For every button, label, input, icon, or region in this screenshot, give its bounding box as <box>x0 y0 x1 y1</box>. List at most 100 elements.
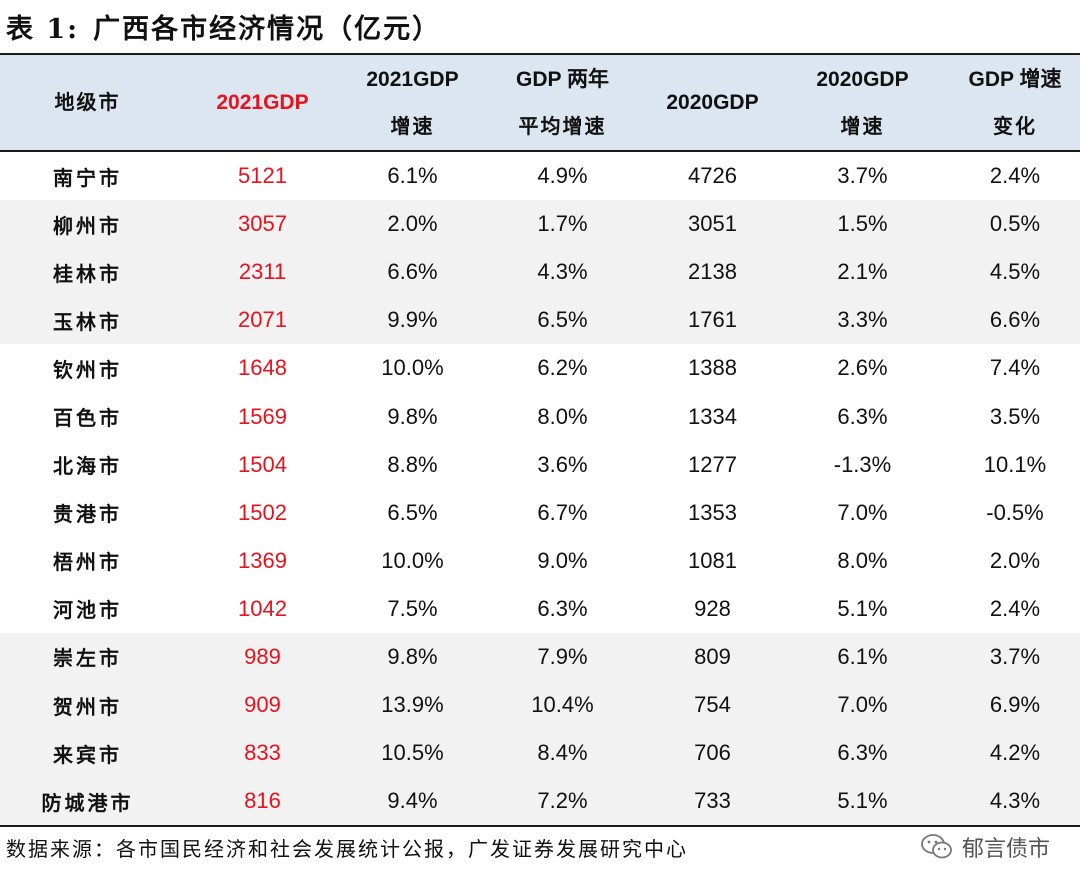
cell-change: 4.5% <box>989 259 1041 285</box>
cell-gdp2021: 909 <box>244 692 281 718</box>
cell-growth2021: 6.5% <box>387 499 438 525</box>
cell-city: 桂林市 <box>53 261 122 286</box>
col-header-change: GDP 增速 变化 <box>950 55 1080 150</box>
table-row: 百色市 1569 9.8% 8.0% 1334 6.3% 3.5% <box>0 392 1080 440</box>
cell-avg2y: 6.3% <box>537 595 588 621</box>
cell-gdp2021: 1569 <box>238 403 287 429</box>
cell-growth2021: 7.5% <box>387 595 438 621</box>
cell-gdp2021: 1504 <box>238 451 287 477</box>
cell-avg2y: 6.7% <box>537 499 588 525</box>
cell-growth2020: 5.1% <box>837 788 888 814</box>
cell-growth2021: 6.6% <box>387 259 438 285</box>
col-header-gdp2020-text: 2020GDP <box>666 91 759 114</box>
col-header-growth2021-line1: 2021GDP <box>366 67 459 91</box>
col-header-avg2y: GDP 两年 平均增速 <box>475 55 650 150</box>
cell-gdp2021: 5121 <box>238 163 287 189</box>
cell-gdp2020: 1353 <box>688 499 737 525</box>
cell-gdp2020: 4726 <box>688 163 737 189</box>
cell-gdp2020: 3051 <box>688 211 737 237</box>
cell-gdp2020: 1277 <box>688 451 737 477</box>
table-row: 南宁市 5121 6.1% 4.9% 4726 3.7% 2.4% <box>0 152 1080 200</box>
cell-city: 南宁市 <box>53 165 122 190</box>
table-header: 地级市 2021GDP 2021GDP 增速 GDP 两年 平均增速 2020G… <box>0 55 1080 152</box>
col-header-change-line1: GDP 增速 <box>968 67 1062 91</box>
cell-change: 2.0% <box>989 547 1041 573</box>
cell-growth2021: 9.9% <box>387 307 438 333</box>
cell-growth2020: 2.1% <box>837 259 888 285</box>
cell-growth2021: 10.0% <box>381 547 444 573</box>
cell-avg2y: 9.0% <box>537 547 588 573</box>
source-note-text: 数据来源：各市国民经济和社会发展统计公报，广发证券发展研究中心 <box>6 836 688 861</box>
cell-growth2020: 3.3% <box>837 307 888 333</box>
table-row: 钦州市 1648 10.0% 6.2% 1388 2.6% 7.4% <box>0 344 1080 392</box>
cell-avg2y: 10.4% <box>531 692 594 718</box>
cell-change: 2.4% <box>989 163 1041 189</box>
cell-growth2021: 6.1% <box>387 163 438 189</box>
cell-growth2020: 7.0% <box>837 499 888 525</box>
cell-gdp2021: 833 <box>244 740 281 766</box>
cell-city: 钦州市 <box>53 357 122 382</box>
table-row: 河池市 1042 7.5% 6.3% 928 5.1% 2.4% <box>0 585 1080 633</box>
cell-growth2020: 6.3% <box>837 403 888 429</box>
cell-city: 来宾市 <box>53 742 122 767</box>
cell-avg2y: 3.6% <box>537 451 588 477</box>
col-header-growth2020-line1: 2020GDP <box>816 67 909 91</box>
gdp-table: 地级市 2021GDP 2021GDP 增速 GDP 两年 平均增速 2020G… <box>0 53 1080 828</box>
cell-gdp2021: 1369 <box>238 547 287 573</box>
cell-change: 10.1% <box>983 451 1047 477</box>
cell-change: 3.7% <box>989 643 1041 669</box>
cell-city: 贺州市 <box>53 694 122 719</box>
cell-gdp2021: 1042 <box>238 595 287 621</box>
col-header-gdp2020: 2020GDP <box>650 55 775 150</box>
cell-gdp2021: 2311 <box>238 259 287 285</box>
cell-gdp2020: 1761 <box>688 307 737 333</box>
cell-gdp2020: 809 <box>694 643 731 669</box>
cell-gdp2020: 2138 <box>688 259 737 285</box>
cell-city: 玉林市 <box>53 309 122 334</box>
table-row: 来宾市 833 10.5% 8.4% 706 6.3% 4.2% <box>0 729 1080 778</box>
cell-gdp2020: 928 <box>694 595 731 621</box>
cell-city: 河池市 <box>53 598 122 623</box>
cell-change: 2.4% <box>989 595 1041 621</box>
cell-change: -0.5% <box>986 499 1044 525</box>
cell-growth2020: 6.1% <box>837 643 888 669</box>
cell-gdp2021: 989 <box>244 643 281 669</box>
cell-city: 北海市 <box>53 454 122 479</box>
col-header-growth2021-line2: 增速 <box>390 113 435 138</box>
watermark-text: 郁言债市 <box>961 837 1050 862</box>
cell-avg2y: 8.4% <box>537 740 588 766</box>
cell-growth2021: 10.0% <box>381 355 444 381</box>
cell-growth2021: 9.4% <box>387 788 438 814</box>
cell-growth2020: 5.1% <box>837 595 888 621</box>
cell-change: 0.5% <box>989 211 1041 237</box>
cell-city: 防城港市 <box>41 790 134 815</box>
table-row: 防城港市 816 9.4% 7.2% 733 5.1% 4.3% <box>0 777 1080 826</box>
cell-change: 7.4% <box>989 355 1041 381</box>
cell-city: 百色市 <box>53 406 122 431</box>
col-header-city-text: 地级市 <box>54 90 121 114</box>
cell-avg2y: 4.9% <box>537 163 588 189</box>
cell-avg2y: 6.5% <box>537 307 588 333</box>
cell-change: 6.6% <box>989 307 1041 333</box>
cell-change: 3.5% <box>989 403 1041 429</box>
cell-avg2y: 1.7% <box>537 211 588 237</box>
cell-gdp2021: 1502 <box>238 499 287 525</box>
col-header-city: 地级市 <box>0 55 175 150</box>
cell-change: 4.3% <box>989 788 1041 814</box>
col-header-growth2020: 2020GDP 增速 <box>775 55 950 150</box>
table-row: 贵港市 1502 6.5% 6.7% 1353 7.0% -0.5% <box>0 489 1080 537</box>
col-header-growth2021: 2021GDP 增速 <box>350 55 475 150</box>
cell-gdp2020: 754 <box>694 692 731 718</box>
col-header-gdp2021-text: 2021GDP <box>216 91 309 114</box>
cell-growth2021: 8.8% <box>387 451 438 477</box>
table-row: 贺州市 909 13.9% 10.4% 754 7.0% 6.9% <box>0 681 1080 730</box>
cell-growth2020: -1.3% <box>833 451 892 477</box>
cell-gdp2020: 706 <box>694 740 731 766</box>
col-header-avg2y-line2: 平均增速 <box>518 113 607 138</box>
table-row: 柳州市 3057 2.0% 1.7% 3051 1.5% 0.5% <box>0 200 1080 249</box>
table-row: 桂林市 2311 6.6% 4.3% 2138 2.1% 4.5% <box>0 248 1080 297</box>
cell-growth2021: 10.5% <box>381 740 444 766</box>
cell-city: 崇左市 <box>53 646 122 671</box>
cell-growth2021: 9.8% <box>387 403 438 429</box>
cell-growth2020: 6.3% <box>837 740 888 766</box>
